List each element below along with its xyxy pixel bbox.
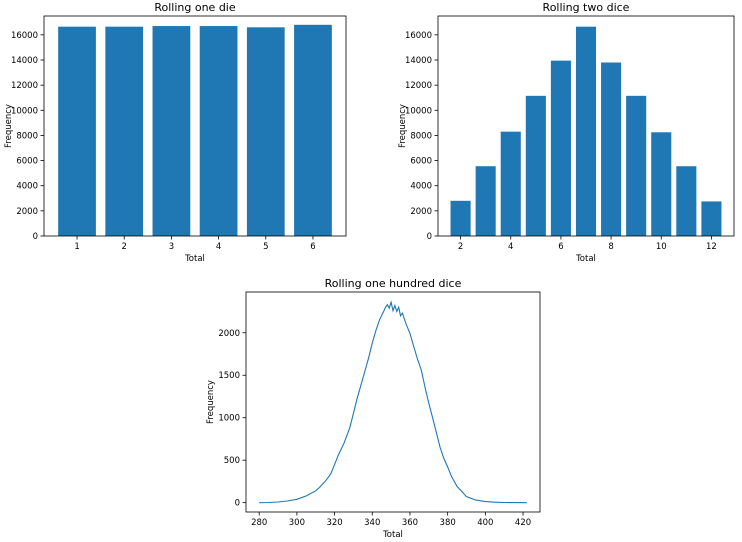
bar-2 [105, 26, 144, 236]
y-tick-label: 0 [427, 232, 432, 242]
x-tick-label: 12 [706, 242, 717, 252]
bar-6 [550, 60, 571, 236]
y-axis-label: Frequency [4, 104, 14, 148]
y-axis-label: Frequency [398, 104, 408, 148]
bar-10 [651, 132, 672, 236]
bar-6 [294, 24, 332, 236]
bar-4 [500, 131, 521, 236]
chart-title: Rolling one die [154, 1, 236, 14]
y-tick-label: 14000 [405, 56, 432, 66]
y-tick-label: 1500 [218, 371, 240, 381]
x-tick-label: 360 [402, 518, 418, 528]
x-tick-label: 4 [216, 242, 221, 252]
x-tick-label: 6 [558, 242, 563, 252]
x-tick-label: 300 [289, 518, 305, 528]
y-tick-label: 16000 [11, 31, 38, 41]
y-tick-label: 8000 [410, 131, 432, 141]
x-tick-label: 2 [122, 242, 127, 252]
y-tick-label: 12000 [11, 81, 38, 91]
x-tick-label: 5 [263, 242, 268, 252]
x-tick-label: 420 [515, 518, 531, 528]
x-tick-label: 320 [326, 518, 342, 528]
x-tick-label: 280 [251, 518, 267, 528]
x-tick-label: 1 [74, 242, 79, 252]
bar-3 [475, 166, 496, 236]
y-tick-label: 16000 [405, 31, 432, 41]
y-axis-label: Frequency [206, 380, 216, 424]
y-tick-label: 12000 [405, 81, 432, 91]
plot-frame [43, 15, 347, 237]
chart-3 [242, 291, 541, 516]
bar-1 [58, 26, 96, 236]
x-axis-label: Total [382, 530, 403, 540]
y-tick-label: 8000 [16, 131, 38, 141]
y-tick-label: 0 [33, 232, 38, 242]
x-tick-label: 3 [169, 242, 174, 252]
series-line [259, 300, 527, 504]
x-tick-label: 6 [310, 242, 315, 252]
bar-8 [601, 62, 622, 237]
y-tick-label: 6000 [410, 157, 432, 167]
chart-title: Rolling two dice [543, 1, 630, 14]
x-tick-label: 4 [508, 242, 513, 252]
x-tick-label: 340 [364, 518, 380, 528]
x-tick-label: 2 [458, 242, 463, 252]
chart-2 [434, 15, 735, 240]
bar-9 [626, 95, 647, 236]
bar-3 [152, 26, 191, 236]
bar-7 [575, 26, 597, 236]
bar-4 [199, 26, 238, 236]
bar-5 [246, 27, 285, 236]
plot-frame [245, 291, 541, 513]
x-axis-label: Total [575, 254, 596, 264]
y-tick-label: 10000 [405, 106, 432, 116]
chart-title: Rolling one hundred dice [325, 277, 462, 290]
x-axis-label: Total [184, 254, 205, 264]
bar-12 [701, 201, 722, 236]
bar-11 [676, 166, 697, 236]
bar-5 [525, 95, 546, 236]
x-tick-label: 380 [440, 518, 456, 528]
x-tick-label: 8 [608, 242, 613, 252]
y-tick-label: 2000 [16, 207, 38, 217]
plot-frame [437, 15, 735, 237]
y-tick-label: 14000 [11, 56, 38, 66]
y-tick-label: 10000 [11, 106, 38, 116]
y-tick-label: 0 [235, 499, 240, 509]
y-tick-label: 500 [224, 456, 240, 466]
x-tick-label: 400 [477, 518, 493, 528]
chart-1 [40, 15, 347, 240]
y-tick-label: 4000 [410, 182, 432, 192]
bar-2 [450, 200, 471, 236]
y-tick-label: 2000 [218, 329, 240, 339]
y-tick-label: 1000 [218, 414, 240, 424]
x-tick-label: 10 [656, 242, 667, 252]
y-tick-label: 6000 [16, 157, 38, 167]
y-tick-label: 4000 [16, 182, 38, 192]
y-tick-label: 2000 [410, 207, 432, 217]
